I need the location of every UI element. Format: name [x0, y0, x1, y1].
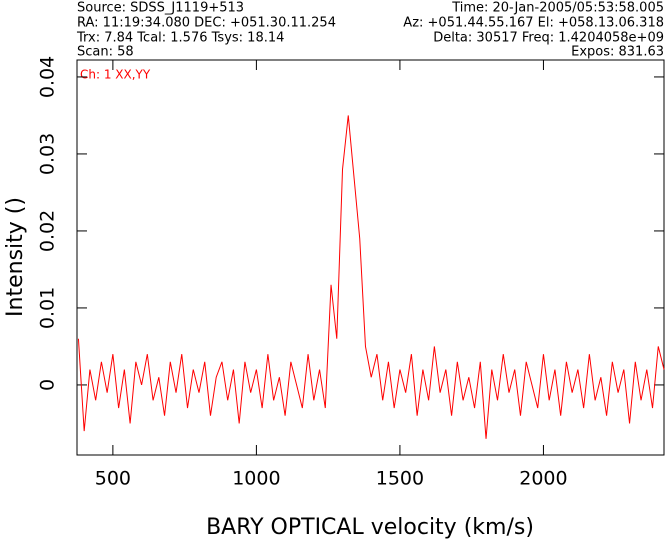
x-tick-label: 1500 — [376, 468, 424, 490]
y-tick-label: 0.01 — [37, 287, 59, 329]
header-right: Delta: 30517 Freq: 1.4204058e+09 — [433, 31, 664, 46]
header-left: Trx: 7.84 Tcal: 1.576 Tsys: 18.14 — [76, 31, 284, 46]
y-tick-label: 0 — [37, 379, 59, 391]
header-right: Az: +051.44.55.167 El: +058.13.06.318 — [403, 16, 664, 31]
x-axis-title: BARY OPTICAL velocity (km/s) — [206, 515, 534, 540]
spectrum-line — [77, 115, 665, 439]
header-left: Scan: 58 — [77, 45, 134, 60]
x-tick-label: 500 — [95, 468, 131, 490]
channel-annotation: Ch: 1 XX,YY — [80, 68, 151, 82]
x-tick-label: 1000 — [232, 468, 280, 490]
header-right: Time: 20-Jan-2005/05:53:58.005 — [451, 1, 664, 16]
x-tick-label: 2000 — [519, 468, 567, 490]
header-left: RA: 11:19:34.080 DEC: +051.30.11.254 — [77, 16, 336, 31]
plot-frame — [76, 59, 665, 456]
y-tick-label: 0.04 — [37, 56, 59, 98]
y-tick-label: 0.02 — [37, 210, 59, 252]
y-axis-title: Intensity () — [3, 197, 28, 317]
y-tick-label: 0.03 — [37, 133, 59, 175]
header-left: Source: SDSS_J1119+513 — [77, 1, 244, 16]
header-right: Expos: 831.63 — [571, 45, 664, 60]
